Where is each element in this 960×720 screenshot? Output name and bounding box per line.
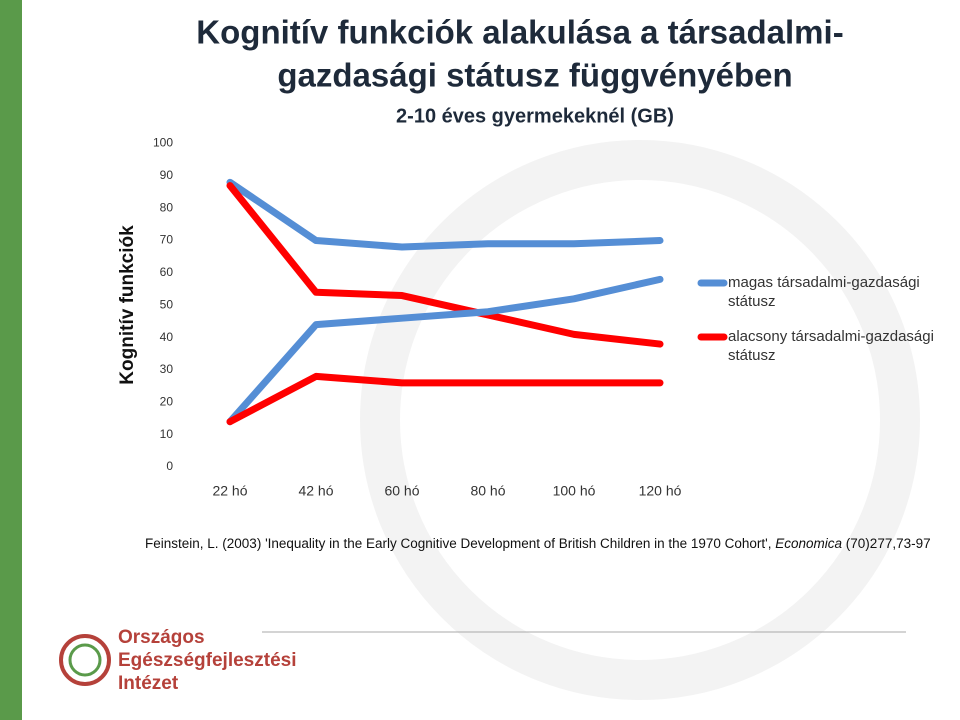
chart-title: Kognitív funkciók alakulása a társadalmi… (196, 14, 843, 51)
y-axis-label: Kognitív funkciók (117, 225, 138, 385)
x-tick-label: 60 hó (384, 483, 419, 499)
y-tick-label: 50 (160, 297, 174, 311)
citation-text: Feinstein, L. (2003) 'Inequality in the … (145, 536, 776, 551)
logo-icon (68, 643, 102, 677)
y-tick-label: 0 (166, 459, 173, 473)
series-line (226, 275, 664, 426)
side-bar (0, 0, 22, 720)
y-tick-label: 30 (160, 362, 174, 376)
y-tick-label: 20 (160, 394, 174, 408)
x-tick-label: 42 hó (298, 483, 333, 499)
citation: Feinstein, L. (2003) 'Inequality in the … (145, 536, 931, 551)
y-tick-label: 80 (160, 200, 174, 214)
x-tick-label: 100 hó (553, 483, 596, 499)
y-tick-label: 100 (153, 136, 173, 150)
series-line (226, 372, 664, 426)
logo-text: Intézet (118, 673, 179, 694)
chart-subtitle: 2-10 éves gyermekeknél (GB) (396, 105, 674, 127)
y-tick-label: 40 (160, 330, 174, 344)
legend-label: magas társadalmi-gazdasági státusz (728, 274, 920, 310)
chart-title: gazdasági státusz függvényében (277, 57, 792, 94)
y-tick-label: 70 (160, 233, 174, 247)
logo-text: Országos (118, 627, 205, 648)
x-tick-label: 80 hó (470, 483, 505, 499)
x-tick-label: 22 hó (212, 483, 247, 499)
logo-text: Egészségfejlesztési (118, 650, 296, 671)
y-tick-label: 10 (160, 427, 174, 441)
logo-icon (59, 634, 111, 686)
y-tick-label: 60 (160, 265, 174, 279)
y-tick-label: 90 (160, 168, 174, 182)
x-tick-label: 120 hó (639, 483, 682, 499)
series-line (226, 178, 664, 251)
citation-journal: Economica (775, 536, 843, 551)
citation-text: (70)277,73-97 (842, 536, 931, 551)
series-line (226, 182, 664, 348)
legend-label: alacsony társadalmi-gazdasági státusz (728, 328, 934, 364)
watermark (360, 140, 920, 700)
